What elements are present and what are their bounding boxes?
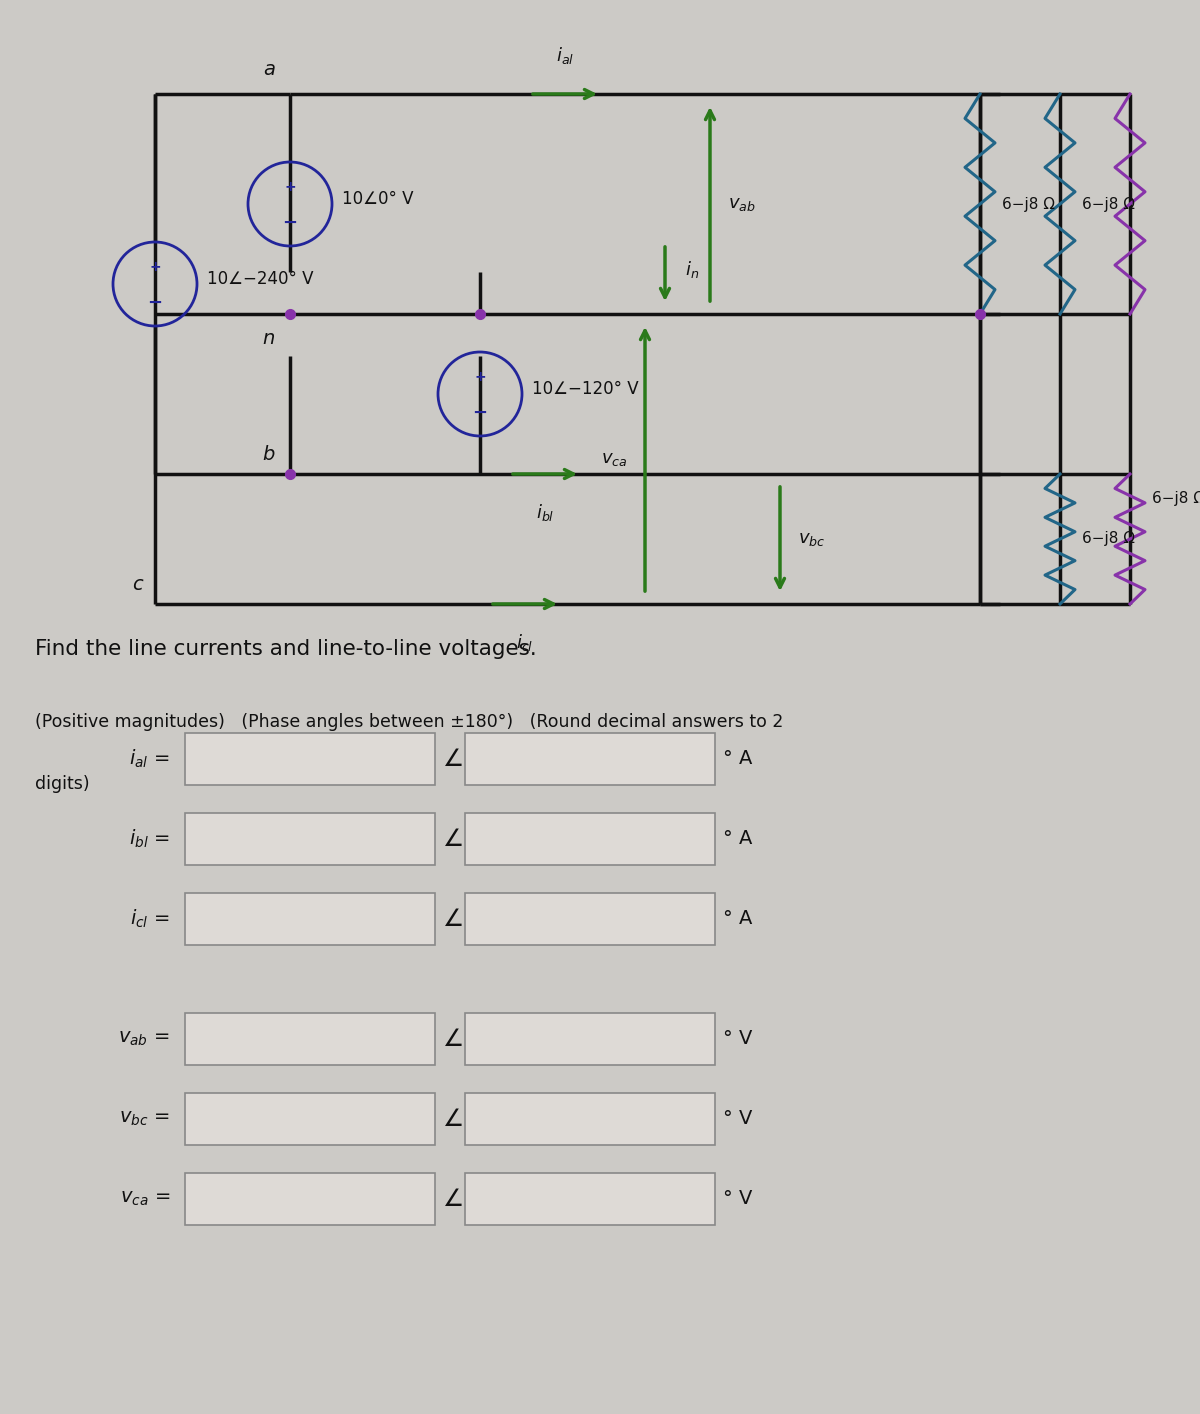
Text: 10∠−120° V: 10∠−120° V: [532, 380, 638, 397]
Text: 6−j8 Ω: 6−j8 Ω: [1082, 532, 1135, 546]
Text: +: +: [474, 370, 486, 385]
Text: +: +: [284, 180, 296, 194]
Text: 6−j8 Ω: 6−j8 Ω: [1002, 197, 1055, 212]
Text: $i_{bl}$ =: $i_{bl}$ =: [130, 827, 170, 850]
Text: $i_{al}$: $i_{al}$: [556, 45, 574, 66]
Text: ° A: ° A: [722, 830, 752, 848]
Bar: [466, 1093, 715, 1145]
Text: ∠: ∠: [443, 1186, 464, 1210]
Text: b: b: [263, 445, 275, 464]
Text: ∠: ∠: [443, 827, 464, 851]
Text: $i_{al}$ =: $i_{al}$ =: [130, 748, 170, 771]
Bar: [185, 1012, 434, 1065]
Text: $i_{cl}$: $i_{cl}$: [516, 632, 534, 653]
Text: $v_{bc}$ =: $v_{bc}$ =: [119, 1110, 170, 1128]
Text: 6−j8 Ω: 6−j8 Ω: [1152, 492, 1200, 506]
Bar: [466, 1174, 715, 1225]
Text: 10∠0° V: 10∠0° V: [342, 189, 414, 208]
Text: $v_{ab}$: $v_{ab}$: [728, 195, 756, 214]
Text: $i_{bl}$: $i_{bl}$: [535, 502, 554, 523]
Bar: [185, 1174, 434, 1225]
Text: ∠: ∠: [443, 1107, 464, 1131]
Bar: [185, 813, 434, 865]
Text: $v_{ca}$ =: $v_{ca}$ =: [120, 1189, 170, 1209]
Text: $v_{bc}$: $v_{bc}$: [798, 530, 826, 549]
Text: ∠: ∠: [443, 1027, 464, 1051]
Text: ° V: ° V: [722, 1189, 752, 1209]
Text: −: −: [148, 294, 162, 312]
Bar: [466, 732, 715, 785]
Text: 10∠−240° V: 10∠−240° V: [208, 270, 313, 288]
Text: −: −: [473, 404, 487, 421]
Text: c: c: [132, 575, 143, 594]
Text: digits): digits): [35, 775, 90, 793]
Text: ∠: ∠: [443, 906, 464, 930]
Text: ∠: ∠: [443, 747, 464, 771]
Text: ° A: ° A: [722, 749, 752, 768]
Text: $v_{ab}$ =: $v_{ab}$ =: [119, 1029, 170, 1049]
Bar: [466, 894, 715, 945]
Text: $i_n$: $i_n$: [685, 259, 700, 280]
Text: $v_{ca}$: $v_{ca}$: [600, 450, 628, 468]
Text: Find the line currents and line-to-line voltages.: Find the line currents and line-to-line …: [35, 639, 536, 659]
Text: n: n: [263, 329, 275, 348]
Text: (Positive magnitudes)   (Phase angles between ±180°)   (Round decimal answers to: (Positive magnitudes) (Phase angles betw…: [35, 713, 784, 731]
Text: 6−j8 Ω: 6−j8 Ω: [1082, 197, 1135, 212]
Text: ° A: ° A: [722, 909, 752, 929]
Bar: [466, 1012, 715, 1065]
Bar: [185, 1093, 434, 1145]
Bar: [185, 732, 434, 785]
Text: a: a: [263, 59, 275, 79]
Text: +: +: [149, 260, 161, 274]
Text: ° V: ° V: [722, 1029, 752, 1049]
Text: ° V: ° V: [722, 1110, 752, 1128]
Text: −: −: [282, 214, 298, 232]
Bar: [466, 813, 715, 865]
Bar: [185, 894, 434, 945]
Text: $i_{cl}$ =: $i_{cl}$ =: [131, 908, 170, 930]
